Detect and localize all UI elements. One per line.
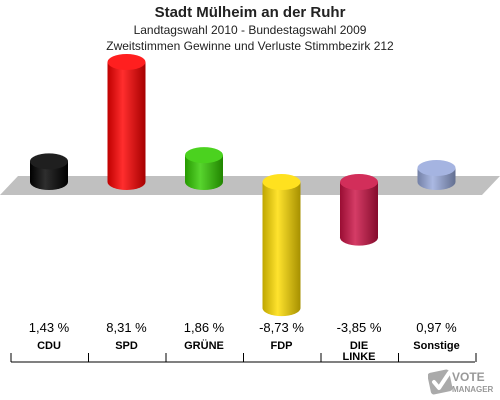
category-label: DIE (350, 340, 368, 352)
checkmark-icon (428, 369, 453, 395)
bar-spd (107, 54, 146, 190)
value-label: 0,97 % (416, 320, 457, 335)
category-axis (10, 353, 477, 363)
category-label: GRÜNE (184, 339, 224, 352)
value-label: 1,43 % (29, 320, 70, 335)
logo-text-top: VOTE (452, 370, 485, 384)
votemanager-logo: VOTE MANAGER (428, 369, 494, 395)
bar-cdu (30, 153, 68, 190)
value-label: 8,31 % (106, 320, 147, 335)
labels-group: 1,43 % CDU 8,31 % SPD 1,86 % GRÜNE -8,73 % FDP -… (29, 320, 460, 363)
value-label: -3,85 % (337, 320, 382, 335)
bar-gr-ne (185, 147, 223, 190)
bar-fdp (262, 174, 301, 317)
category-label: CDU (37, 340, 61, 352)
bar-sonstige (417, 159, 456, 190)
category-label: Sonstige (413, 340, 459, 352)
value-label: 1,86 % (184, 320, 225, 335)
chart-title: Stadt Mülheim an der Ruhr (154, 4, 346, 21)
bar-die-linke (340, 174, 378, 246)
chart-subtitle-election: Landtagswahl 2010 - Bundestagswahl 2009 (133, 23, 367, 37)
value-label: -8,73 % (259, 320, 304, 335)
category-label: FDP (271, 340, 293, 352)
logo-text-bottom: MANAGER (452, 385, 494, 394)
category-label: SPD (115, 340, 138, 352)
category-label: LINKE (343, 351, 376, 363)
bars-group (30, 54, 456, 317)
chart-subtitle-district: Zweitstimmen Gewinne und Verluste Stimmb… (106, 39, 394, 53)
